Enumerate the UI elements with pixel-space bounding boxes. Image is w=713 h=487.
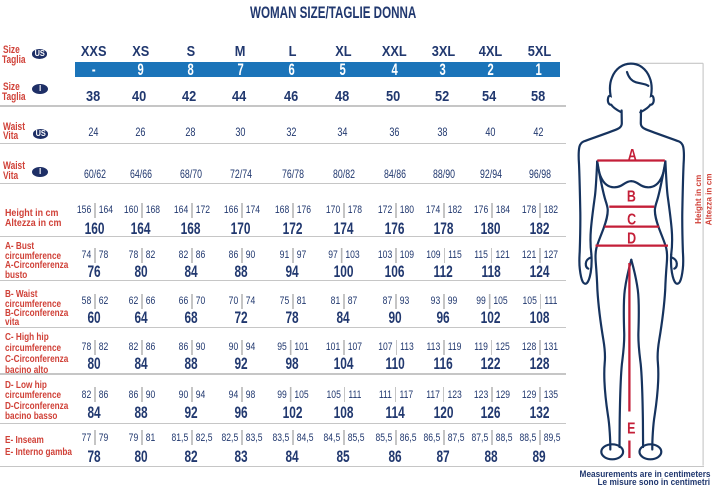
- svg-text:A: A: [628, 147, 637, 165]
- svg-text:Altezza in cm: Altezza in cm: [705, 173, 713, 225]
- svg-text:D: D: [627, 230, 636, 248]
- svg-text:E: E: [627, 420, 635, 438]
- svg-text:C: C: [627, 211, 636, 229]
- svg-text:Height in cm: Height in cm: [694, 175, 703, 224]
- svg-text:B: B: [627, 188, 636, 206]
